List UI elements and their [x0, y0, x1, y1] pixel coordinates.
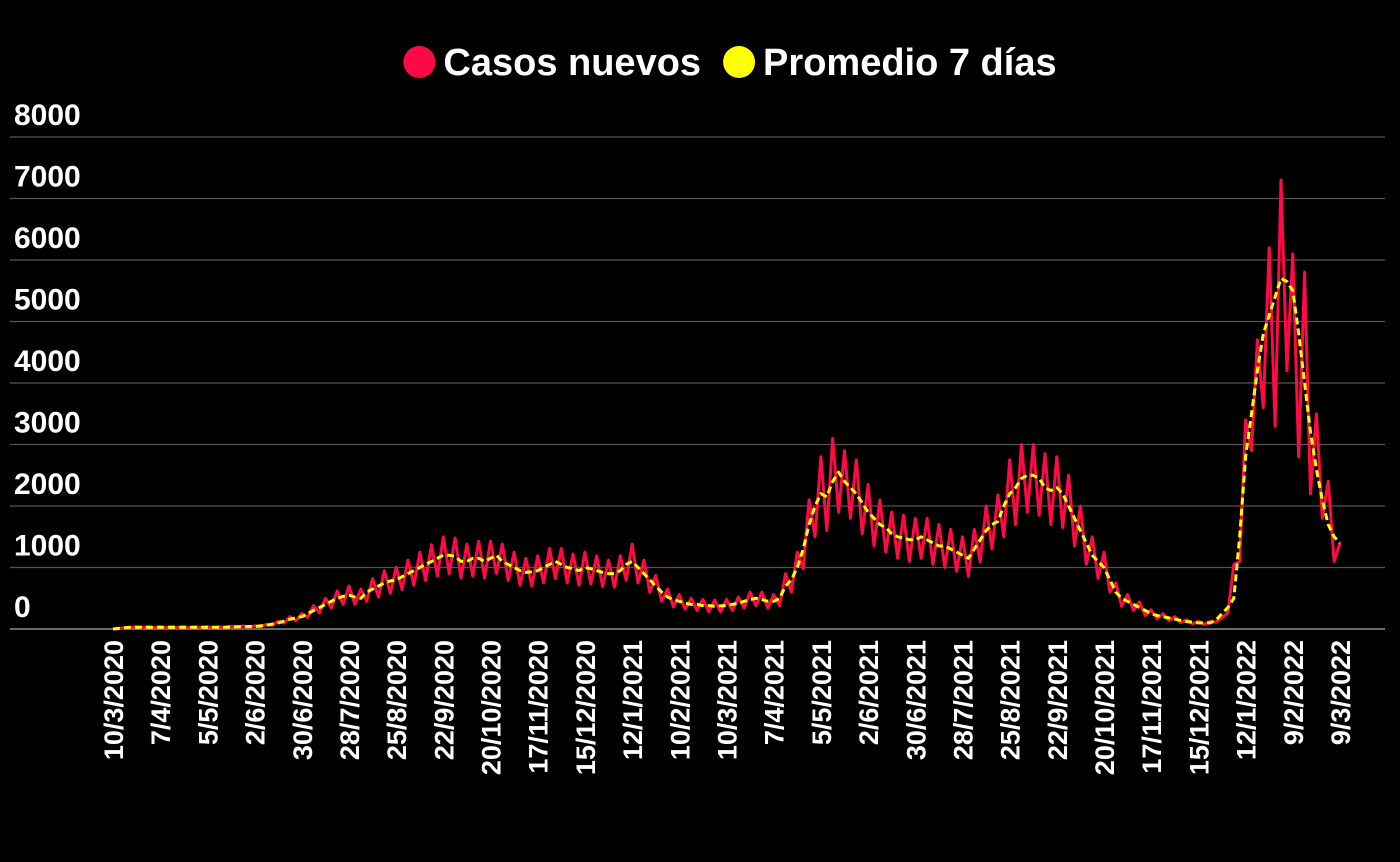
x-tick-label: 5/5/2021	[807, 640, 837, 745]
legend-label: Casos nuevos	[443, 42, 701, 84]
x-tick-label: 10/3/2020	[99, 640, 129, 760]
x-tick-label: 15/12/2020	[571, 640, 601, 775]
legend: Casos nuevos Promedio 7 días	[403, 42, 1057, 84]
x-tick-label: 22/9/2020	[429, 640, 459, 760]
y-tick-label: 2000	[14, 468, 81, 501]
x-tick-label: 28/7/2020	[335, 640, 365, 760]
x-tick-label: 7/4/2021	[760, 640, 790, 745]
y-tick-label: 0	[14, 591, 31, 624]
x-tick-label: 15/12/2021	[1184, 640, 1214, 775]
y-tick-label: 7000	[14, 161, 81, 194]
x-tick-label: 17/11/2020	[524, 640, 554, 774]
x-tick-label: 28/7/2021	[948, 640, 978, 760]
y-tick-label: 5000	[14, 284, 81, 317]
x-tick-label: 9/3/2022	[1326, 640, 1356, 745]
x-tick-label: 25/8/2020	[382, 640, 412, 760]
x-tick-label: 20/10/2020	[477, 640, 507, 775]
series-line	[112, 276, 1342, 631]
x-tick-label: 2/6/2021	[854, 640, 884, 745]
x-tick-label: 2/6/2020	[241, 640, 271, 745]
series-line	[112, 178, 1342, 631]
y-tick-label: 4000	[14, 345, 81, 378]
y-tick-label: 6000	[14, 222, 81, 255]
x-tick-label: 10/2/2021	[665, 640, 695, 760]
legend-marker	[403, 46, 436, 78]
x-tick-label: 17/11/2021	[1137, 640, 1167, 774]
x-tick-label: 9/2/2022	[1279, 640, 1309, 745]
y-tick-label: 8000	[14, 99, 81, 132]
y-tick-label: 3000	[14, 407, 81, 440]
legend-label: Promedio 7 días	[763, 42, 1057, 84]
x-tick-label: 30/6/2020	[288, 640, 318, 760]
legend-marker	[723, 46, 756, 78]
x-tick-label: 12/1/2021	[618, 640, 648, 760]
y-tick-label: 1000	[14, 530, 81, 563]
x-tick-label: 25/8/2021	[996, 640, 1026, 760]
x-tick-label: 30/6/2021	[901, 640, 931, 760]
x-tick-label: 7/4/2020	[146, 640, 176, 745]
x-tick-label: 10/3/2021	[713, 640, 743, 760]
x-tick-label: 20/10/2021	[1090, 640, 1120, 775]
x-tick-label: 22/9/2021	[1043, 640, 1073, 760]
x-tick-label: 5/5/2020	[193, 640, 223, 745]
x-tick-label: 12/1/2022	[1232, 640, 1262, 760]
